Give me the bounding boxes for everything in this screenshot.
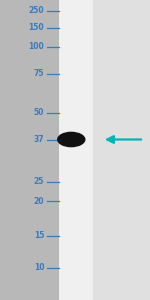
Text: 15: 15: [34, 231, 44, 240]
Text: 100: 100: [28, 42, 44, 51]
Bar: [0, 0, 59, 300]
Text: 250: 250: [29, 6, 44, 15]
Text: 150: 150: [29, 23, 44, 32]
Text: 75: 75: [34, 69, 44, 78]
Bar: [59, 0, 93, 300]
Ellipse shape: [57, 132, 86, 147]
Text: 50: 50: [34, 108, 44, 117]
Text: 25: 25: [34, 177, 44, 186]
Text: 10: 10: [34, 263, 44, 272]
Text: 37: 37: [34, 135, 44, 144]
Bar: [93, 0, 150, 300]
Text: 20: 20: [34, 196, 44, 206]
